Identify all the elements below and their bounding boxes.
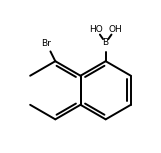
Text: HO: HO [89,24,103,34]
Text: B: B [103,38,109,47]
Text: Br: Br [42,39,51,48]
Text: OH: OH [109,24,122,34]
